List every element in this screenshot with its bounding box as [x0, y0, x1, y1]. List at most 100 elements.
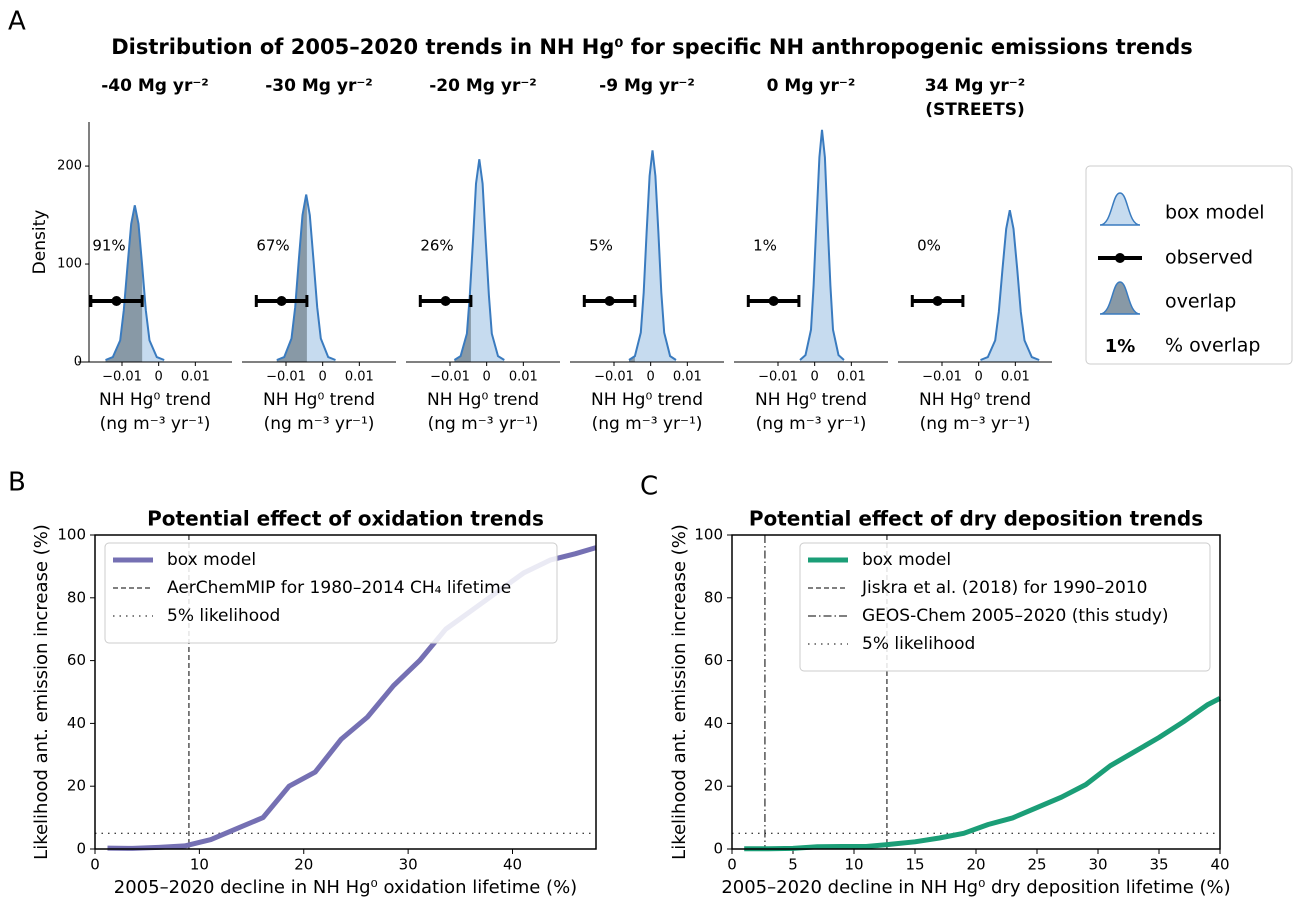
x-tick-label: 0.01	[181, 370, 210, 385]
overlap-label: 67%	[256, 237, 289, 255]
x-tick-label: 20	[294, 856, 313, 874]
subplot-title: -20 Mg yr⁻²	[429, 76, 537, 96]
density-line	[105, 205, 165, 361]
overlap-area	[276, 194, 307, 362]
x-tick-label: 40	[503, 856, 522, 874]
x-tick-label: 30	[1088, 856, 1107, 874]
legend-sample: 1%	[1105, 336, 1136, 357]
legend-box	[104, 542, 558, 644]
x-tick-label: 10	[190, 856, 209, 874]
legend-label: AerChemMIP for 1980–2014 CH₄ lifetime	[167, 578, 511, 598]
legend-label: 5% likelihood	[167, 606, 280, 626]
chart-title: Potential effect of dry deposition trend…	[749, 507, 1203, 531]
x-tick-label: 20	[966, 856, 985, 874]
legend-icon	[1099, 192, 1141, 226]
observed-point	[932, 296, 943, 306]
observed-point	[440, 296, 451, 306]
subplot-title: -40 Mg yr⁻²	[101, 76, 209, 96]
x-axis-label: (ng m⁻³ yr⁻¹)	[756, 414, 867, 434]
x-axis-label: NH Hg⁰ trend	[263, 390, 375, 410]
x-tick-label: −0.01	[594, 370, 634, 385]
y-tick-label: 0	[76, 840, 86, 858]
y-axis-label: Density	[30, 210, 50, 275]
observed-point	[604, 296, 615, 306]
density-area	[980, 210, 1040, 362]
density-area	[629, 150, 676, 362]
x-axis-label: 2005–2020 decline in NH Hg⁰ oxidation li…	[114, 877, 577, 898]
y-tick-label: 200	[57, 159, 82, 174]
x-tick-label: 0.01	[673, 370, 702, 385]
legend-label: observed	[1165, 247, 1253, 269]
x-tick-label: 30	[399, 856, 418, 874]
x-tick-label: 0	[811, 370, 819, 385]
subplot-title: -30 Mg yr⁻²	[265, 76, 373, 96]
x-axis-label: NH Hg⁰ trend	[755, 390, 867, 410]
x-tick-label: −0.01	[430, 370, 470, 385]
x-axis-label: NH Hg⁰ trend	[427, 390, 539, 410]
density-line	[799, 129, 845, 361]
observed-point	[276, 296, 287, 306]
x-axis-label: NH Hg⁰ trend	[919, 390, 1031, 410]
overlap-label: 1%	[753, 237, 777, 255]
y-axis-label: Likelihood ant. emission increase (%)	[31, 524, 52, 860]
x-tick-label: 0	[975, 370, 983, 385]
x-tick-label: −0.01	[758, 370, 798, 385]
panel-label: A	[8, 7, 26, 37]
density-line	[453, 159, 505, 361]
plot-frame	[731, 534, 1221, 850]
plot-frame	[94, 534, 597, 850]
x-tick-label: −0.01	[922, 370, 962, 385]
chart-title: Potential effect of oxidation trends	[147, 507, 544, 531]
x-axis-label: (ng m⁻³ yr⁻¹)	[100, 414, 211, 434]
observed-point	[111, 296, 122, 306]
x-tick-label: 0.01	[1001, 370, 1030, 385]
x-tick-label: 0	[647, 370, 655, 385]
y-tick-label: 40	[67, 714, 86, 732]
panel-label: B	[8, 468, 26, 498]
y-tick-label: 20	[67, 777, 86, 795]
x-tick-label: 0	[155, 370, 163, 385]
x-axis-label: (ng m⁻³ yr⁻¹)	[264, 414, 375, 434]
legend-label: 5% likelihood	[862, 634, 975, 654]
legend-icon	[1099, 281, 1141, 315]
y-tick-label: 60	[704, 651, 723, 669]
legend-icon	[1115, 253, 1125, 263]
y-tick-label: 60	[67, 651, 86, 669]
density-area	[800, 129, 844, 362]
legend-box	[799, 542, 1211, 672]
y-tick-label: 0	[713, 840, 723, 858]
legend-label: box model	[1165, 202, 1265, 224]
panel-label: C	[640, 472, 658, 502]
subplot-title: (STREETS)	[925, 100, 1025, 120]
y-tick-label: 80	[704, 588, 723, 606]
overlap-label: 5%	[589, 237, 613, 255]
density-line	[980, 210, 1040, 361]
subplot-title: -9 Mg yr⁻²	[599, 76, 695, 96]
x-tick-label: 0.01	[345, 370, 374, 385]
overlap-label: 0%	[917, 237, 941, 255]
legend-label: Jiskra et al. (2018) for 1990–2010	[861, 578, 1147, 598]
legend-label: box model	[167, 550, 256, 570]
density-area	[454, 159, 505, 362]
y-tick-label: 100	[694, 526, 723, 544]
x-tick-label: 35	[1149, 856, 1168, 874]
x-axis-label: NH Hg⁰ trend	[591, 390, 703, 410]
overlap-area	[454, 276, 471, 362]
x-tick-label: 0.01	[837, 370, 866, 385]
x-tick-label: −0.01	[102, 370, 142, 385]
x-tick-label: −0.01	[266, 370, 306, 385]
x-axis-label: NH Hg⁰ trend	[99, 390, 211, 410]
x-tick-label: 15	[905, 856, 924, 874]
x-axis-label: (ng m⁻³ yr⁻¹)	[592, 414, 703, 434]
subplot-title: 0 Mg yr⁻²	[767, 76, 856, 96]
y-axis-label: Likelihood ant. emission increase (%)	[669, 524, 690, 860]
x-tick-label: 5	[788, 856, 798, 874]
overlap-label: 26%	[420, 237, 453, 255]
x-tick-label: 0	[319, 370, 327, 385]
chart-title: Distribution of 2005–2020 trends in NH H…	[111, 35, 1192, 59]
overlap-area	[105, 205, 143, 362]
x-axis-label: 2005–2020 decline in NH Hg⁰ dry depositi…	[721, 877, 1230, 898]
legend-label: box model	[862, 550, 951, 570]
x-tick-label: 0.01	[509, 370, 538, 385]
